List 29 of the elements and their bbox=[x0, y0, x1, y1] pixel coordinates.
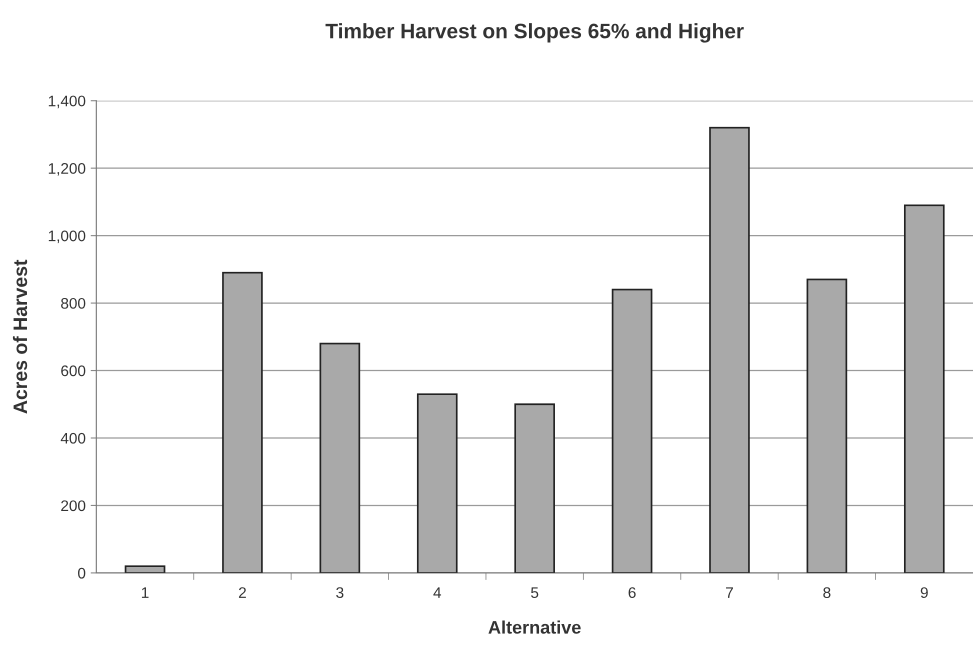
x-tick-label: 5 bbox=[531, 587, 538, 598]
y-tick-label: 600 bbox=[61, 365, 86, 376]
bar bbox=[709, 126, 750, 573]
y-tick-label: 1,000 bbox=[48, 230, 86, 244]
y-tick-label: 200 bbox=[61, 500, 86, 512]
x-tick-label: 7 bbox=[726, 587, 733, 598]
bar bbox=[320, 342, 360, 573]
chart-title: Timber Harvest on Slopes 65% and Higher bbox=[326, 23, 744, 43]
y-tick-label: 800 bbox=[61, 298, 86, 309]
bar bbox=[222, 272, 263, 573]
y-axis-title: Acres of Harvest bbox=[12, 260, 28, 414]
y-tick-label: 400 bbox=[60, 432, 86, 444]
bar bbox=[904, 204, 945, 573]
bar bbox=[612, 288, 652, 573]
y-tick-label: 0 bbox=[78, 568, 86, 579]
x-tick-label: 8 bbox=[823, 587, 830, 598]
y-tick-label: 1,400 bbox=[48, 96, 86, 108]
x-axis-title: Alternative bbox=[488, 620, 581, 634]
x-tick-label: 6 bbox=[628, 587, 636, 598]
y-tick-label: 1,200 bbox=[48, 163, 86, 176]
bar bbox=[416, 393, 458, 573]
x-tick-label: 1 bbox=[142, 587, 149, 598]
x-tick-label: 4 bbox=[433, 587, 442, 598]
x-tick-label: 2 bbox=[238, 587, 246, 598]
bar bbox=[806, 278, 848, 573]
x-tick-label: 9 bbox=[920, 587, 928, 598]
bar bbox=[124, 565, 166, 573]
x-tick-label: 3 bbox=[336, 587, 344, 598]
bar bbox=[514, 403, 555, 573]
